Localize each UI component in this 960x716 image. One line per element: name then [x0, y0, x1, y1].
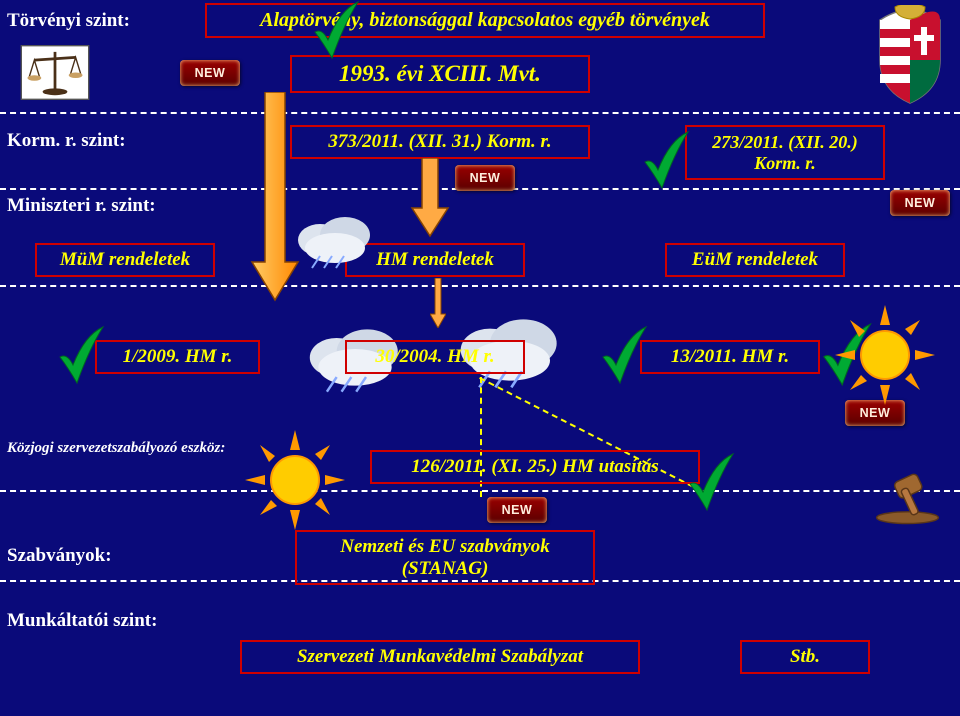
- row1b-box: 1993. évi XCIII. Mvt.: [290, 55, 590, 93]
- row7-label: Munkáltatói szint:: [7, 610, 157, 632]
- new-badge-3: NEW: [890, 190, 950, 216]
- check-icon-2: [640, 130, 690, 190]
- row2-box-right: 273/2011. (XII. 20.) Korm. r.: [685, 125, 885, 180]
- scales-icon: [20, 45, 90, 100]
- row5-label: Közjogi szervezetszabályozó eszköz:: [7, 440, 287, 457]
- new-badge-2: NEW: [455, 165, 515, 191]
- gavel-icon: [870, 470, 945, 525]
- thin-arrow-1: [430, 278, 446, 328]
- row6-box: Nemzeti és EU szabványok (STANAG): [295, 530, 595, 585]
- check-icon-6: [685, 452, 735, 512]
- row4-box-right: 13/2011. HM r.: [640, 340, 820, 374]
- fat-arrow-down: [250, 92, 300, 302]
- row3-label-text: Miniszteri r. szint:: [7, 195, 156, 216]
- check-icon-4: [598, 325, 648, 385]
- row3-box-right: EüM rendeletek: [665, 243, 845, 277]
- coat-of-arms-icon: [870, 5, 950, 105]
- row3-label: Miniszteri r. szint:: [7, 195, 157, 217]
- row6-label: Szabványok:: [7, 545, 112, 567]
- fat-arrow-short: [410, 158, 450, 238]
- row5-box: 126/2011. (XI. 25.) HM utasítás: [370, 450, 700, 484]
- separator-1: [0, 112, 960, 114]
- check-icon-1: [310, 0, 360, 60]
- row7-box-left: Szervezeti Munkavédelmi Szabályzat: [240, 640, 640, 674]
- row5-label-text: Közjogi szervezetszabályozó eszköz:: [7, 440, 225, 456]
- sun-icon-2: [835, 305, 935, 405]
- row6-box-text: Nemzeti és EU szabványok (STANAG): [307, 536, 583, 580]
- new-badge-1: NEW: [180, 60, 240, 86]
- row7-box-right: Stb.: [740, 640, 870, 674]
- new-badge-5: NEW: [487, 497, 547, 523]
- row4-box-left: 1/2009. HM r.: [95, 340, 260, 374]
- cloud-icon-1: [290, 210, 380, 270]
- row2-label: Korm. r. szint:: [7, 130, 126, 152]
- row4-box-mid: 30/2004. HM r.: [345, 340, 525, 374]
- row1-box: Alaptörvény, biztonsággal kapcsolatos eg…: [205, 3, 765, 38]
- row2-box-mid: 373/2011. (XII. 31.) Korm. r.: [290, 125, 590, 159]
- row1-label: Törvényi szint:: [7, 10, 130, 32]
- check-icon-3: [55, 325, 105, 385]
- separator-3: [0, 285, 960, 287]
- row3-box-left: MüM rendeletek: [35, 243, 215, 277]
